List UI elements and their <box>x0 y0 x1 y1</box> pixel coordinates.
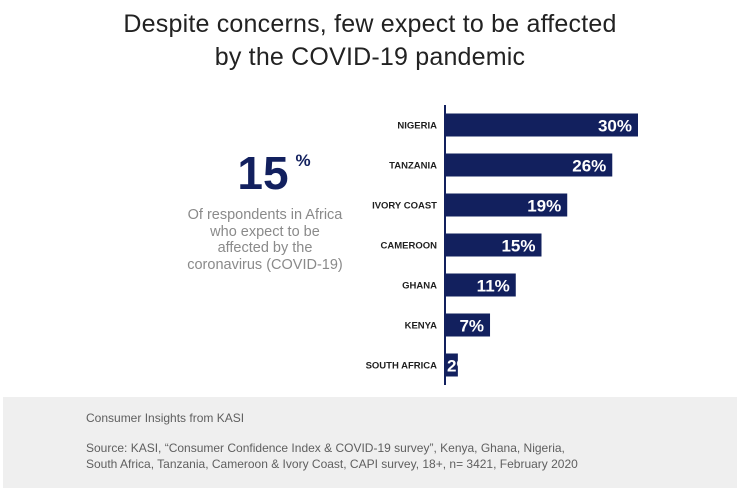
footer-panel: Consumer Insights from KASI Source: KASI… <box>3 397 737 488</box>
kpi-description-line-4: coronavirus (COVID-19) <box>187 256 343 273</box>
bar-kenya <box>445 313 491 337</box>
value-label-tanzania: 26% <box>572 157 606 176</box>
footer-source-line-2: South Africa, Tanzania, Cameroon & Ivory… <box>86 457 578 471</box>
bar-tanzania <box>445 153 613 177</box>
value-label-ivory-coast: 19% <box>527 197 561 216</box>
country-bar-chart: NIGERIA 30% TANZANIA 26% IVORY COAST 19% CAMER… <box>366 105 638 385</box>
kpi-description: Of respondents in Africa who expect to b… <box>150 207 380 273</box>
value-label-kenya: 7% <box>459 317 484 336</box>
bar-nigeria <box>445 113 638 137</box>
kpi-description-line-1: Of respondents in Africa <box>187 207 343 223</box>
chart-title: Despite concerns, few expect to be affec… <box>40 8 700 74</box>
value-label-nigeria: 30% <box>598 117 632 136</box>
footer-source: Source: KASI, “Consumer Confidence Index… <box>86 440 686 472</box>
category-label-nigeria: NIGERIA <box>397 121 437 132</box>
category-label-tanzania: TANZANIA <box>389 161 437 172</box>
category-label-kenya: KENYA <box>405 321 438 332</box>
category-label-south-africa: SOUTH AFRICA <box>366 361 438 372</box>
value-label-cameroon: 15% <box>501 237 535 256</box>
bar-south-africa <box>445 353 458 377</box>
kpi-value: 15 <box>237 147 289 199</box>
kpi-value-wrapper: 15 % <box>237 147 310 199</box>
chart-title-line-2: by the COVID-19 pandemic <box>214 43 526 71</box>
kpi-description-line-2: who expect to be <box>210 223 320 240</box>
footer-source-line-1: Source: KASI, “Consumer Confidence Index… <box>86 441 565 455</box>
bar-ghana <box>445 273 516 297</box>
category-label-ghana: GHANA <box>402 281 437 292</box>
footer-heading: Consumer Insights from KASI <box>86 411 245 425</box>
value-label-south-africa: 2% <box>447 357 472 376</box>
bar-ivory-coast <box>445 193 568 217</box>
kpi-callout: 15 % Of respondents in Africa who expect… <box>150 148 380 273</box>
bar-cameroon <box>445 233 542 257</box>
kpi-percent-sign: % <box>295 151 311 170</box>
chart-title-line-1: Despite concerns, few expect to be affec… <box>123 10 617 38</box>
kpi-description-line-3: affected by the <box>217 240 313 256</box>
category-label-cameroon: CAMEROON <box>381 241 438 252</box>
category-label-ivory-coast: IVORY COAST <box>372 201 437 212</box>
value-label-ghana: 11% <box>477 277 510 296</box>
